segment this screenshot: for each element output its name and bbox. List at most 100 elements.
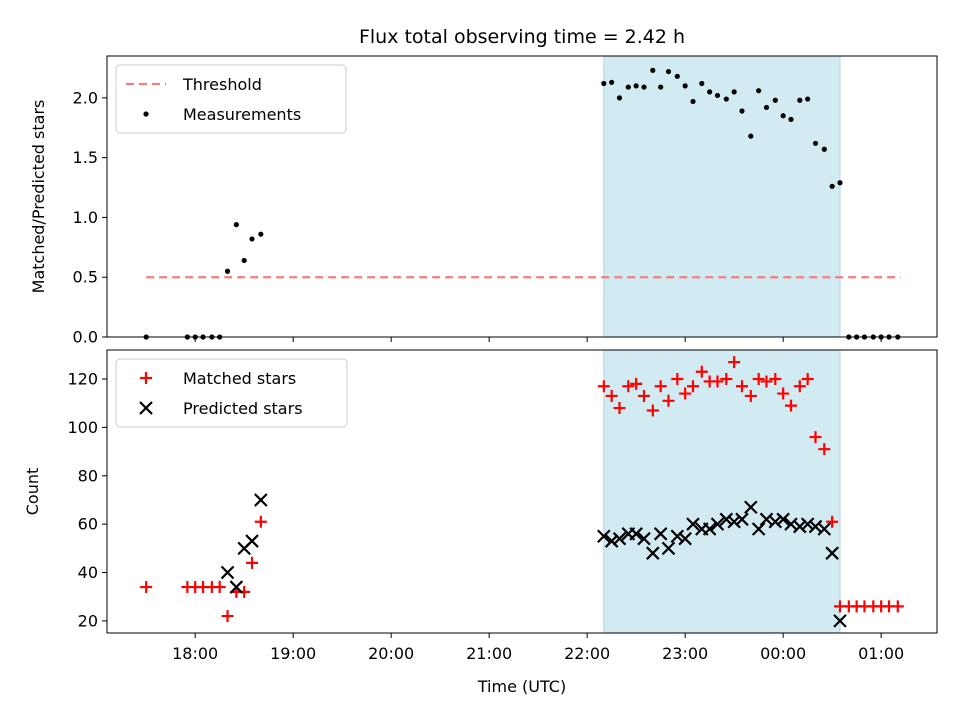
data-point [658, 84, 664, 90]
data-marker [630, 377, 643, 390]
axes-frame [106, 349, 938, 634]
data-point [241, 257, 247, 264]
legend-handle [143, 111, 149, 117]
data-point [739, 108, 745, 114]
data-marker [735, 380, 748, 393]
data-point [763, 104, 770, 111]
x-tick-label: 20:00 [368, 644, 414, 663]
data-marker [728, 356, 741, 369]
data-point [665, 68, 672, 75]
data-marker [711, 375, 724, 388]
data-marker [727, 514, 741, 529]
data-marker [752, 373, 765, 386]
data-point [616, 95, 623, 101]
data-point [748, 133, 754, 139]
data-marker [629, 527, 643, 541]
data-marker [735, 512, 749, 527]
data-marker [662, 394, 675, 407]
data-point [756, 88, 762, 94]
series-measurements [143, 67, 901, 340]
data-marker [800, 517, 815, 531]
data-marker [768, 514, 783, 529]
data-marker [793, 519, 807, 534]
data-marker [751, 522, 766, 536]
data-marker [784, 517, 798, 531]
data-marker [719, 512, 734, 527]
y-tick-label: 1.0 [73, 208, 98, 227]
data-point [674, 73, 680, 79]
legend: Threshold Measurements [115, 64, 347, 134]
data-marker [801, 373, 814, 386]
data-marker [678, 531, 692, 546]
y-axis-label: Count [23, 468, 42, 516]
data-marker [638, 389, 651, 402]
legend-label: Threshold [182, 75, 262, 94]
data-marker [686, 517, 700, 531]
y-tick-label: 100 [67, 418, 98, 437]
x-tick-label: 18:00 [172, 644, 218, 663]
data-marker [140, 581, 153, 594]
data-point [641, 84, 647, 90]
data-marker [679, 387, 692, 400]
y-tick-label: 40 [78, 563, 98, 582]
data-point [601, 80, 607, 87]
data-marker [670, 529, 685, 544]
data-point [224, 268, 231, 274]
data-marker [597, 380, 610, 393]
x-axis-label: Time (UTC) [477, 677, 566, 696]
data-point [788, 116, 794, 122]
y-tick-label: 20 [78, 611, 98, 630]
data-point [723, 96, 729, 102]
data-point [812, 140, 819, 146]
legend-label: Measurements [183, 105, 301, 124]
y-tick-label: 80 [78, 466, 98, 485]
x-tick-label: 19:00 [270, 644, 316, 663]
y-tick-label: 2.0 [73, 88, 98, 107]
data-marker [622, 380, 635, 393]
y-tick-label: 60 [78, 515, 98, 534]
data-point [837, 180, 843, 186]
legend-label: Predicted stars [183, 399, 303, 418]
legend-box [115, 64, 347, 134]
data-marker [808, 519, 823, 534]
legend-handle [139, 401, 153, 415]
data-marker [777, 387, 790, 400]
data-marker [254, 515, 267, 528]
legend-label: Matched stars [183, 369, 296, 388]
data-marker [246, 556, 259, 569]
data-marker [213, 581, 226, 594]
data-point [805, 96, 811, 102]
data-point [609, 79, 615, 85]
data-marker [654, 380, 667, 393]
data-marker [695, 365, 708, 378]
shaded-interval [603, 55, 841, 338]
data-marker [653, 527, 668, 541]
data-marker [817, 522, 832, 536]
data-point [633, 83, 639, 89]
x-tick-label: 22:00 [564, 644, 610, 663]
data-marker [760, 375, 773, 388]
data-point [707, 89, 713, 95]
shaded-interval [603, 349, 841, 634]
legend-box [115, 358, 348, 428]
data-point [625, 84, 631, 90]
data-marker [833, 614, 847, 628]
data-point [650, 67, 656, 73]
axes-frame [106, 55, 938, 338]
data-marker [784, 399, 797, 412]
data-point [699, 80, 705, 87]
series-predicted-stars [220, 493, 847, 628]
data-point [772, 97, 778, 103]
data-point [797, 97, 803, 103]
data-marker [702, 522, 717, 536]
x-tick-label: 23:00 [662, 644, 708, 663]
data-point [821, 146, 827, 152]
data-point [829, 183, 835, 189]
y-tick-label: 120 [67, 370, 98, 389]
data-marker [604, 534, 619, 548]
data-marker [818, 443, 831, 456]
data-marker [759, 512, 774, 527]
data-marker [229, 580, 244, 594]
data-marker [646, 546, 660, 560]
